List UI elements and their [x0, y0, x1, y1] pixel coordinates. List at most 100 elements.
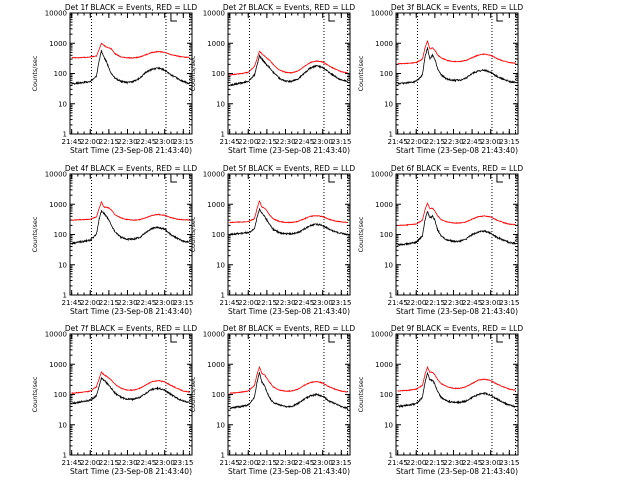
plot-frame [69, 173, 193, 296]
y-tick-label: 1000 [207, 40, 225, 48]
x-tick-label: 21:45 [220, 138, 240, 146]
y-tick-label: 1 [63, 452, 67, 460]
y-tick-label: 10 [216, 261, 225, 269]
y-tick-label: 100 [212, 391, 225, 399]
y-tick-label: 100 [380, 70, 393, 78]
series-line-events [229, 207, 348, 237]
x-tick-label: 22:15 [257, 459, 277, 467]
x-tick-label: 23:15 [331, 138, 351, 146]
y-axis-label: Counts/sec [357, 55, 365, 91]
x-tick-label: 21:45 [388, 459, 408, 467]
y-tick-label: 1000 [49, 40, 67, 48]
x-axis-label: Start Time (23-Sep-08 21:43:40) [228, 467, 350, 476]
x-axis-label: Start Time (23-Sep-08 21:43:40) [70, 307, 192, 316]
y-tick-label: 1000 [49, 201, 67, 209]
x-tick-label: 22:00 [80, 299, 100, 307]
y-axis-label: Counts/sec [357, 376, 365, 412]
x-tick-label: 22:45 [294, 459, 314, 467]
y-tick-label: 10000 [203, 10, 225, 18]
x-tick-label: 21:45 [220, 459, 240, 467]
x-tick-label: 23:15 [499, 459, 519, 467]
y-axis-label: Counts/sec [189, 55, 197, 91]
y-tick-label: 10 [58, 261, 67, 269]
x-tick-label: 22:30 [117, 138, 137, 146]
y-axis-label: Counts/sec [31, 55, 39, 91]
y-tick-label: 10000 [203, 331, 225, 339]
x-tick-label: 22:00 [238, 138, 258, 146]
series-line-events [229, 371, 348, 410]
x-tick-label: 22:15 [425, 459, 445, 467]
detector-panel-6: 1 10 100 1000 10000 21:4522:0022:1522:3022:45… [357, 164, 523, 316]
x-tick-label: 22:15 [425, 299, 445, 307]
x-tick-label: 22:45 [294, 138, 314, 146]
panel-title: Det 6f BLACK = Events, RED = LLD [391, 164, 524, 173]
detector-panel-2: 1 10 100 1000 10000 21:4522:0022:1522:3022:45… [189, 3, 355, 155]
panel-title: Det 1f BLACK = Events, RED = LLD [65, 3, 198, 12]
y-tick-label: 100 [380, 231, 393, 239]
y-tick-label: 1 [63, 292, 67, 300]
y-tick-label: 10000 [45, 331, 67, 339]
x-tick-label: 22:00 [406, 459, 426, 467]
x-axis-label: Start Time (23-Sep-08 21:43:40) [396, 146, 518, 155]
x-tick-label: 22:45 [294, 299, 314, 307]
y-tick-label: 1000 [207, 201, 225, 209]
x-tick-label: 23:15 [173, 138, 193, 146]
y-tick-label: 100 [54, 231, 67, 239]
series-line-lld [71, 370, 190, 395]
x-tick-label: 23:15 [331, 459, 351, 467]
interval-bracket-mark [328, 15, 335, 22]
series-line-events [71, 209, 190, 245]
x-tick-label: 22:30 [443, 459, 463, 467]
x-tick-label: 22:00 [406, 299, 426, 307]
series-line-events [397, 47, 516, 85]
x-tick-label: 23:00 [155, 138, 175, 146]
x-tick-label: 22:00 [238, 299, 258, 307]
x-tick-label: 23:00 [313, 459, 333, 467]
y-tick-label: 10 [216, 100, 225, 108]
y-tick-label: 1 [221, 292, 225, 300]
detector-panel-7: 1 10 100 1000 10000 21:4522:0022:1522:3022:45… [31, 324, 197, 476]
x-tick-label: 21:45 [220, 299, 240, 307]
plot-frame [395, 333, 519, 456]
y-axis-label: Counts/sec [357, 216, 365, 252]
series-line-lld [229, 199, 348, 224]
interval-bracket-mark [496, 176, 503, 183]
x-tick-label: 22:30 [275, 459, 295, 467]
panel-title: Det 7f BLACK = Events, RED = LLD [65, 324, 198, 333]
x-tick-label: 23:15 [499, 299, 519, 307]
y-tick-label: 100 [212, 231, 225, 239]
y-tick-label: 1 [221, 131, 225, 139]
interval-bracket-mark [496, 336, 503, 343]
x-axis-label: Start Time (23-Sep-08 21:43:40) [396, 467, 518, 476]
x-tick-label: 22:45 [136, 299, 156, 307]
x-tick-label: 22:30 [275, 299, 295, 307]
interval-bracket-mark [496, 15, 503, 22]
x-tick-label: 23:15 [173, 299, 193, 307]
series-line-lld [71, 42, 190, 59]
y-tick-label: 10000 [371, 331, 393, 339]
y-tick-label: 1 [389, 292, 393, 300]
interval-bracket-mark [170, 176, 177, 183]
y-tick-label: 10000 [371, 10, 393, 18]
x-axis-label: Start Time (23-Sep-08 21:43:40) [228, 307, 350, 316]
series-line-events [397, 210, 516, 247]
x-tick-label: 22:45 [136, 138, 156, 146]
panel-title: Det 8f BLACK = Events, RED = LLD [223, 324, 356, 333]
x-tick-label: 23:00 [481, 299, 501, 307]
y-tick-label: 100 [212, 70, 225, 78]
series-line-lld [71, 201, 190, 221]
interval-bracket-mark [328, 176, 335, 183]
detector-panel-1: 1 10 100 1000 10000 21:4522:0022:1522:3022:45… [31, 3, 197, 155]
x-tick-label: 22:00 [406, 138, 426, 146]
y-tick-label: 1000 [207, 361, 225, 369]
x-tick-label: 22:15 [99, 138, 119, 146]
y-tick-label: 10 [384, 261, 393, 269]
x-tick-label: 22:45 [136, 459, 156, 467]
panel-title: Det 9f BLACK = Events, RED = LLD [391, 324, 524, 333]
x-tick-label: 23:15 [499, 138, 519, 146]
x-tick-label: 22:00 [80, 459, 100, 467]
y-tick-label: 1 [389, 131, 393, 139]
detector-panel-4: 1 10 100 1000 10000 21:4522:0022:1522:3022:45… [31, 164, 197, 316]
detector-panel-9: 1 10 100 1000 10000 21:4522:0022:1522:3022:45… [357, 324, 523, 476]
